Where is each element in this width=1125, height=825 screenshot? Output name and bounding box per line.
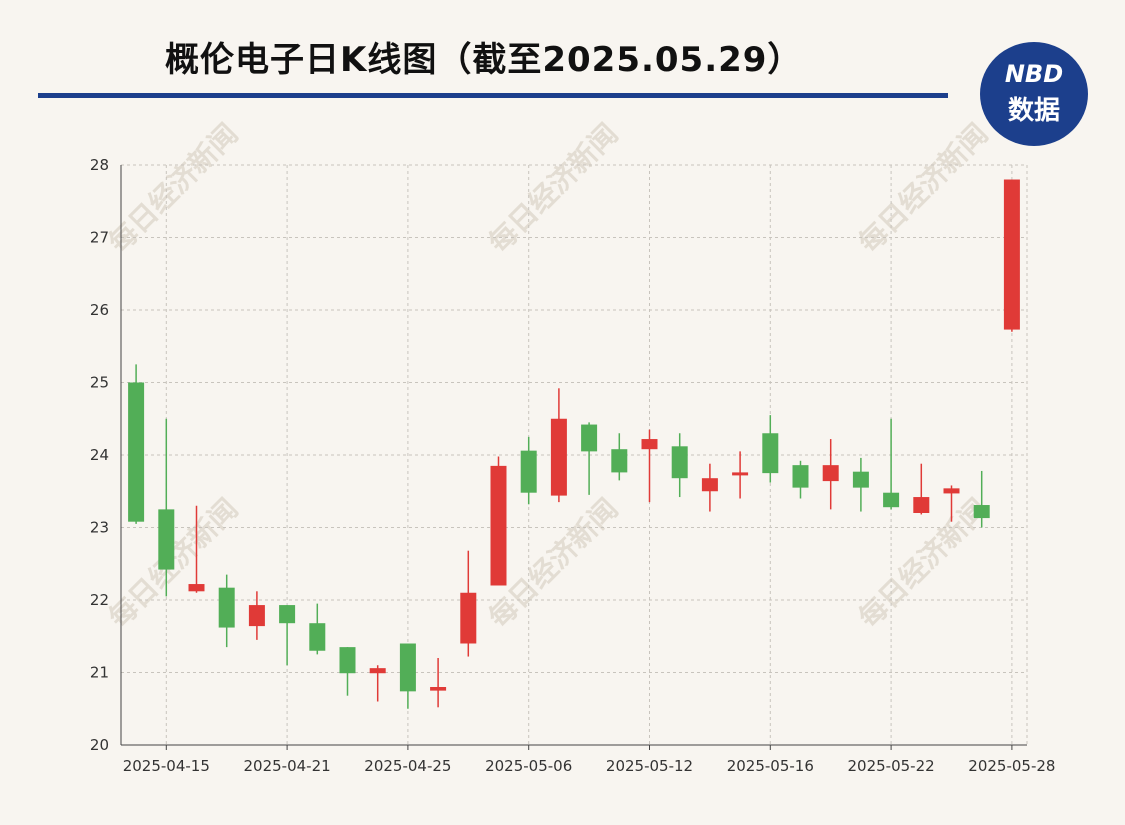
candle xyxy=(218,574,235,648)
candle-body xyxy=(128,382,145,522)
candle-body xyxy=(309,623,326,651)
candle xyxy=(701,463,718,512)
candle xyxy=(460,550,477,657)
y-tick-label: 20 xyxy=(90,736,109,754)
candle-body xyxy=(1003,179,1020,330)
candle xyxy=(852,457,869,512)
candle xyxy=(188,505,205,593)
x-tick-label: 2025-05-16 xyxy=(727,757,814,775)
candle-body xyxy=(913,497,930,513)
x-tick-label: 2025-05-22 xyxy=(848,757,935,775)
y-tick-label: 25 xyxy=(90,374,109,392)
candle-body xyxy=(218,587,235,628)
candle-body xyxy=(279,605,296,624)
candle xyxy=(792,460,809,499)
candle xyxy=(369,665,386,702)
axes-layer: 20 21 22 23 24 25 26 27 28 2025-04-15 2025-04-21 20… xyxy=(90,156,1056,775)
x-tick-label: 2025-04-25 xyxy=(364,757,451,775)
candle-body xyxy=(943,488,960,494)
y-tick-label: 28 xyxy=(90,156,109,174)
candle-body xyxy=(339,647,356,674)
candle-body xyxy=(399,643,416,692)
candle xyxy=(128,364,145,524)
candle-body xyxy=(520,450,537,493)
candle xyxy=(822,439,839,510)
candle-body xyxy=(822,465,839,482)
nbd-logo: NBD 数据 xyxy=(980,42,1088,146)
y-tick-label: 22 xyxy=(90,591,109,609)
candle xyxy=(248,591,265,640)
candle xyxy=(309,603,326,655)
candle xyxy=(641,429,658,503)
candle xyxy=(973,470,990,528)
candle-body xyxy=(248,605,265,627)
candle xyxy=(611,433,628,481)
candle xyxy=(158,418,175,597)
candle-body xyxy=(369,668,386,674)
candle-body xyxy=(732,472,749,476)
watermark-text: 每日经济新闻 xyxy=(482,117,624,259)
y-tick-label: 27 xyxy=(90,229,109,247)
watermark-text: 每日经济新闻 xyxy=(102,117,244,259)
title-rule xyxy=(38,93,948,98)
candle-body xyxy=(581,424,598,452)
candle xyxy=(520,436,537,505)
candle-body xyxy=(762,433,779,474)
candle xyxy=(762,415,779,483)
y-tick-label: 26 xyxy=(90,301,109,319)
candle-body xyxy=(641,439,658,450)
candle-body xyxy=(460,592,477,644)
candle-body xyxy=(792,465,809,488)
candle xyxy=(550,388,567,503)
y-tick-label: 21 xyxy=(90,664,109,682)
candle-body xyxy=(973,505,990,519)
watermark-layer: 每日经济新闻每日经济新闻每日经济新闻每日经济新闻每日经济新闻每日经济新闻 xyxy=(102,117,994,634)
candle-body xyxy=(671,446,688,479)
candle-body xyxy=(611,449,628,473)
candle xyxy=(339,647,356,696)
candle-body xyxy=(550,418,567,496)
candle xyxy=(883,418,900,510)
candle-body xyxy=(852,471,869,488)
watermark-text: 每日经济新闻 xyxy=(852,117,994,259)
logo-text-nbd: NBD xyxy=(1004,60,1064,88)
candle-body xyxy=(158,509,175,570)
x-tick-label: 2025-05-12 xyxy=(606,757,693,775)
candle xyxy=(732,451,749,499)
x-tick-label: 2025-05-28 xyxy=(968,757,1055,775)
candle xyxy=(671,433,688,498)
page-title: 概伦电子日K线图（截至2025.05.29） xyxy=(165,40,803,80)
candle-body xyxy=(430,687,447,691)
x-tick-label: 2025-04-21 xyxy=(244,757,331,775)
candle xyxy=(399,643,416,709)
candle-body xyxy=(188,584,205,592)
logo-text-data: 数据 xyxy=(1007,96,1060,126)
y-tick-label: 24 xyxy=(90,446,109,464)
candle xyxy=(279,605,296,666)
candle-body xyxy=(490,465,507,586)
y-tick-label: 23 xyxy=(90,519,109,537)
x-tick-label: 2025-04-15 xyxy=(123,757,210,775)
candles-layer xyxy=(128,179,1020,709)
candle xyxy=(1003,179,1020,332)
candle xyxy=(913,463,930,515)
candle xyxy=(490,456,507,586)
x-tick-label: 2025-05-06 xyxy=(485,757,572,775)
watermark-text: 每日经济新闻 xyxy=(852,492,994,634)
candle xyxy=(581,422,598,495)
candle-body xyxy=(701,478,718,492)
candle xyxy=(430,658,447,708)
candle xyxy=(943,485,960,522)
candle-body xyxy=(883,492,900,508)
